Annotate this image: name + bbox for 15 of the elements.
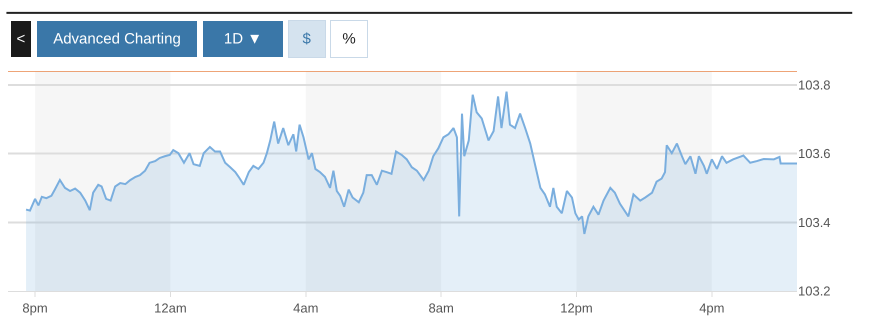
x-tick-label: 12am (154, 300, 187, 316)
x-tick-label: 4am (293, 300, 318, 316)
text: < (16, 30, 26, 48)
text: 1D ▼ (224, 30, 262, 48)
text: $ (302, 30, 312, 48)
y-tick-label: 103.4 (798, 214, 831, 230)
x-tick-label: 12pm (560, 300, 593, 316)
text: % (342, 30, 356, 48)
x-tick-label: 4pm (699, 300, 724, 316)
y-tick-label: 103.2 (798, 284, 831, 299)
x-tick-label: 8pm (22, 300, 48, 316)
y-tick-label: 103.6 (798, 146, 831, 162)
y-tick-label: 103.8 (798, 77, 831, 92)
x-tick-label: 8am (428, 300, 454, 316)
text: Advanced Charting (53, 30, 181, 48)
